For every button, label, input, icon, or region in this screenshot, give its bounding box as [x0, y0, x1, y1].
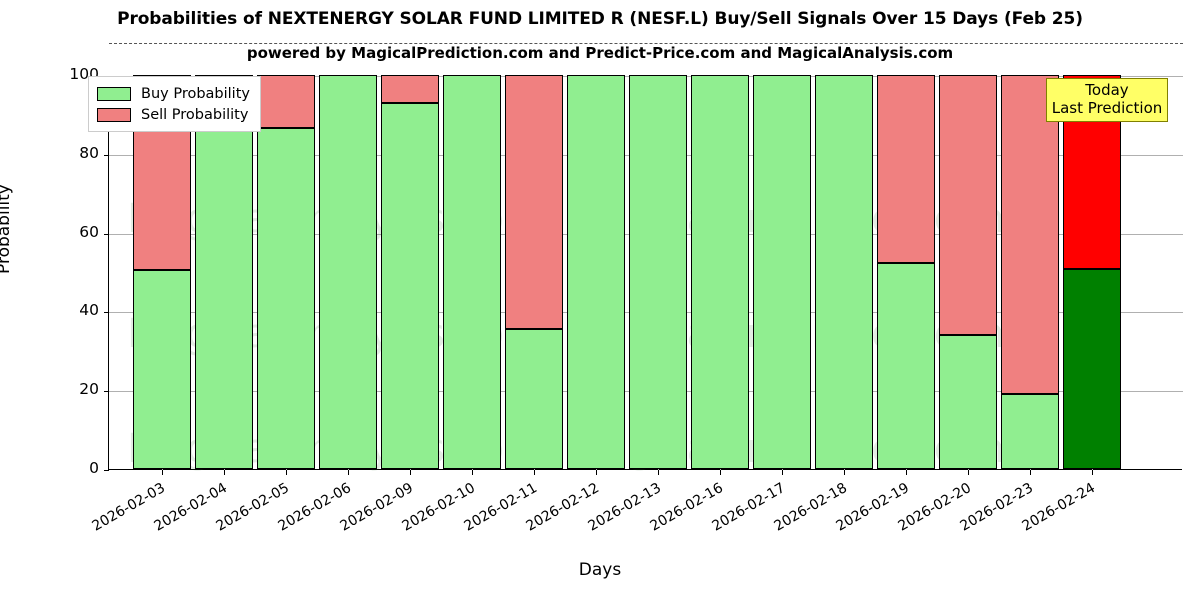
bar-segment-sell[interactable] — [938, 75, 997, 336]
bar-segment-buy[interactable] — [567, 75, 626, 469]
bar-segment-sell[interactable] — [257, 75, 316, 128]
y-tick-mark — [104, 233, 109, 235]
bar-segment-buy[interactable] — [1062, 269, 1121, 469]
x-tick-mark — [472, 470, 474, 475]
bar-2026-02-10[interactable] — [443, 75, 502, 469]
bar-segment-buy[interactable] — [815, 75, 873, 469]
bar-segment-sell[interactable] — [505, 75, 564, 330]
y-tick-mark — [104, 154, 109, 156]
legend-item-buy: Buy Probability — [97, 83, 250, 104]
bar-segment-buy[interactable] — [443, 75, 502, 469]
y-tick-mark — [104, 312, 109, 314]
y-axis-label: Probability — [0, 184, 14, 274]
today-annotation-line1: Today — [1085, 81, 1129, 99]
bar-segment-buy[interactable] — [1000, 393, 1059, 469]
bar-segment-buy[interactable] — [938, 335, 997, 469]
x-tick-mark — [782, 470, 784, 475]
x-tick-mark — [658, 470, 660, 475]
x-tick-mark — [162, 470, 164, 475]
bar-segment-buy[interactable] — [133, 270, 192, 469]
bar-segment-buy[interactable] — [257, 127, 316, 469]
bar-segment-buy[interactable] — [691, 75, 750, 469]
bar-2026-02-04[interactable] — [195, 75, 254, 469]
bar-2026-02-16[interactable] — [691, 75, 750, 469]
bar-2026-02-05[interactable] — [257, 75, 316, 469]
bar-today-2026-02-24[interactable] — [1062, 75, 1121, 469]
bar-segment-buy[interactable] — [505, 329, 564, 469]
bar-2026-02-11[interactable] — [505, 75, 564, 469]
y-tick-label: 60 — [79, 222, 99, 241]
bar-2026-02-18[interactable] — [815, 75, 873, 469]
bar-2026-02-06[interactable] — [319, 75, 378, 469]
today-last-prediction-annotation: Today Last Prediction — [1046, 78, 1168, 123]
bar-segment-buy[interactable] — [381, 102, 440, 469]
bar-2026-02-20[interactable] — [938, 75, 997, 469]
bar-segment-buy[interactable] — [629, 75, 688, 469]
x-tick-mark — [596, 470, 598, 475]
bar-2026-02-23[interactable] — [1000, 75, 1059, 469]
y-tick-mark — [104, 470, 109, 471]
legend-swatch-buy-icon — [97, 86, 131, 101]
bar-segment-buy[interactable] — [753, 75, 811, 469]
x-tick-mark — [534, 470, 536, 475]
today-annotation-line2: Last Prediction — [1051, 98, 1163, 117]
x-tick-mark — [844, 470, 845, 475]
bar-2026-02-12[interactable] — [567, 75, 626, 469]
top-dashed-reference-line — [109, 42, 1183, 44]
plot-area: MagicalAnalysis.comMagicalPrediction.com… — [69, 42, 1183, 535]
x-axis-label: Days — [578, 560, 622, 580]
legend-swatch-sell-icon — [97, 107, 131, 122]
x-tick-mark — [224, 470, 226, 475]
y-tick-label: 20 — [79, 380, 99, 399]
legend-label-buy: Buy Probability — [141, 85, 250, 102]
bar-segment-buy[interactable] — [877, 263, 935, 469]
x-tick-mark — [967, 470, 969, 475]
page-title: Probabilities of NEXTENERGY SOLAR FUND L… — [117, 9, 1083, 29]
x-tick-mark — [720, 470, 722, 475]
bar-2026-02-09[interactable] — [381, 75, 440, 469]
x-tick-mark — [1091, 470, 1093, 475]
y-tick-label: 0 — [89, 459, 99, 477]
bar-2026-02-03[interactable] — [133, 75, 192, 469]
legend-item-sell: Sell Probability — [97, 104, 250, 125]
bar-segment-buy[interactable] — [319, 75, 378, 469]
x-tick-mark — [348, 470, 350, 475]
y-tick-label: 40 — [79, 301, 99, 320]
bar-2026-02-13[interactable] — [629, 75, 688, 469]
y-tick-mark — [104, 391, 109, 393]
x-tick-mark — [905, 470, 907, 475]
y-tick-label: 80 — [79, 143, 99, 162]
bar-segment-sell[interactable] — [877, 75, 935, 264]
bar-segment-sell[interactable] — [1000, 75, 1059, 394]
x-tick-mark — [286, 470, 288, 475]
bar-2026-02-17[interactable] — [753, 75, 811, 469]
bar-segment-sell[interactable] — [381, 75, 440, 103]
legend-label-sell: Sell Probability — [141, 106, 249, 123]
bar-segment-buy[interactable] — [195, 104, 254, 469]
chart-legend: Buy Probability Sell Probability — [88, 76, 261, 132]
x-tick-mark — [1029, 470, 1031, 475]
chart-subtitle: powered by MagicalPrediction.com and Pre… — [246, 44, 954, 62]
x-tick-mark — [410, 470, 412, 475]
bar-2026-02-19[interactable] — [877, 75, 935, 469]
